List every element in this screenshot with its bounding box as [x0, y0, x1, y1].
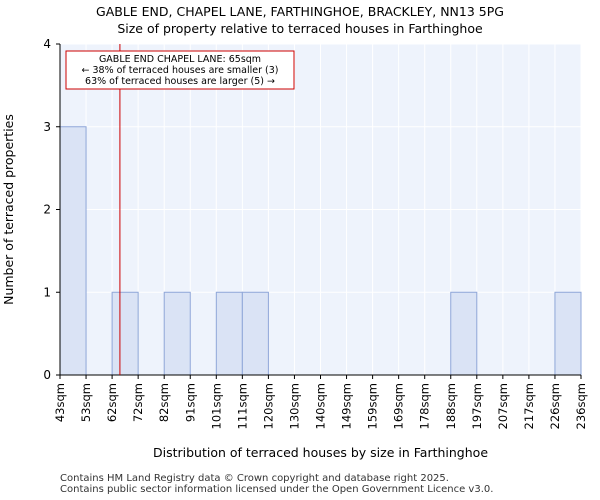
annotation-line-3: 63% of terraced houses are larger (5) →: [85, 76, 275, 87]
x-tick-label: 149sqm: [340, 383, 354, 429]
x-tick-label: 207sqm: [496, 383, 510, 429]
x-tick-label: 72sqm: [131, 383, 145, 422]
bar-188sqm: [450, 291, 478, 376]
x-tick-label: 197sqm: [470, 383, 484, 429]
x-tick-label: 188sqm: [444, 383, 458, 429]
y-axis-label: Number of terraced properties: [1, 114, 16, 305]
annotation-line-1: GABLE END CHAPEL LANE: 65sqm: [99, 54, 261, 65]
x-tick-label: 91sqm: [183, 383, 197, 422]
y-tick-label: 4: [43, 37, 51, 51]
footer-copyright: Contains HM Land Registry data © Crown c…: [60, 473, 449, 484]
x-tick-label: 178sqm: [418, 383, 432, 429]
chart-subtitle: Size of property relative to terraced ho…: [117, 21, 483, 36]
x-tick-label: 82sqm: [157, 383, 171, 422]
x-tick-label: 43sqm: [53, 383, 67, 422]
x-tick-label: 101sqm: [209, 383, 223, 429]
y-tick-label: 2: [43, 203, 51, 217]
chart-title: GABLE END, CHAPEL LANE, FARTHINGHOE, BRA…: [96, 4, 504, 19]
x-tick-label: 140sqm: [314, 383, 328, 429]
x-tick-label: 217sqm: [522, 383, 536, 429]
x-tick-label: 120sqm: [261, 383, 275, 429]
x-tick-label: 236sqm: [574, 383, 588, 429]
footer-licence: Contains public sector information licen…: [60, 484, 494, 495]
y-tick-label: 1: [43, 285, 51, 299]
annotation-line-2: ← 38% of terraced houses are smaller (3): [82, 65, 279, 76]
bar-82sqm: [163, 291, 191, 376]
bar-43sqm: [59, 126, 87, 376]
bar-226sqm: [554, 291, 582, 376]
x-tick-label: 53sqm: [79, 383, 93, 422]
bar-62sqm: [111, 291, 139, 376]
bar-111sqm: [241, 291, 269, 376]
y-tick-label: 0: [43, 368, 51, 382]
x-axis-label: Distribution of terraced houses by size …: [153, 445, 488, 460]
y-tick-label: 3: [43, 120, 51, 134]
x-tick-label: 159sqm: [366, 383, 380, 429]
x-tick-label: 111sqm: [235, 383, 249, 429]
x-tick-label: 130sqm: [287, 383, 301, 429]
x-tick-label: 169sqm: [392, 383, 406, 429]
x-tick-label: 226sqm: [548, 383, 562, 429]
x-tick-label: 62sqm: [105, 383, 119, 422]
bar-101sqm: [215, 291, 243, 376]
annotation-box: [65, 50, 295, 90]
